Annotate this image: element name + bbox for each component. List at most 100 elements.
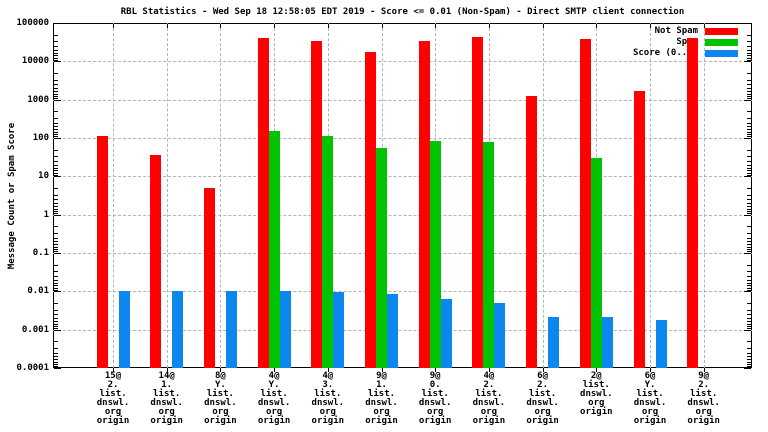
x-tick-label: 6@ 2. list. dnswl. org origin xyxy=(526,371,559,426)
y-minor-tick xyxy=(747,126,751,128)
y-minor-tick xyxy=(54,46,58,48)
y-minor-tick xyxy=(747,210,751,212)
y-minor-tick xyxy=(747,34,751,36)
y-minor-tick xyxy=(54,241,58,243)
h-gridline xyxy=(53,99,752,101)
y-minor-tick xyxy=(54,57,58,59)
y-minor-tick xyxy=(54,170,58,172)
y-minor-tick xyxy=(54,72,58,74)
y-minor-tick xyxy=(54,122,58,124)
y-minor-tick xyxy=(54,79,58,81)
y-minor-tick xyxy=(54,84,58,86)
y-minor-tick xyxy=(54,91,58,93)
bar-score-0-1 xyxy=(118,291,130,368)
y-minor-tick xyxy=(747,241,751,243)
y-tick-label: 1000 xyxy=(27,94,49,105)
bar-score-0-1 xyxy=(172,291,184,368)
y-minor-tick xyxy=(54,117,58,119)
y-tick-label: 0.001 xyxy=(21,324,49,335)
y-minor-tick xyxy=(747,232,751,234)
y-minor-tick xyxy=(747,244,751,246)
x-tick-top xyxy=(327,24,329,28)
y-minor-tick xyxy=(54,314,58,316)
v-gridline xyxy=(650,23,651,368)
y-minor-tick xyxy=(54,271,58,273)
y-minor-tick xyxy=(747,289,751,291)
x-tick-bottom xyxy=(166,368,168,372)
legend-label: Spam xyxy=(450,38,698,47)
x-tick-label: 15@ 2. list. dnswl. org origin xyxy=(96,371,130,426)
y-minor-tick xyxy=(54,352,58,354)
y-minor-tick xyxy=(54,111,58,113)
y-minor-tick xyxy=(54,364,58,366)
y-major-tick xyxy=(54,23,61,24)
y-minor-tick xyxy=(747,206,751,208)
y-major-tick xyxy=(54,253,61,254)
bar-not-spam xyxy=(633,90,645,368)
y-minor-tick xyxy=(747,111,751,113)
legend-label: Not Spam xyxy=(654,26,698,36)
x-tick-label: 9@ 0. list. dnswl. org origin xyxy=(418,371,452,426)
h-gridline xyxy=(53,291,752,293)
legend-swatch xyxy=(705,50,738,57)
y-minor-tick xyxy=(747,174,751,176)
y-minor-tick xyxy=(747,52,751,54)
bar-spam xyxy=(590,158,602,368)
y-minor-tick xyxy=(54,279,58,281)
y-tick-label: 10000 xyxy=(21,56,49,67)
y-minor-tick xyxy=(54,49,58,51)
bar-score-0-1 xyxy=(655,319,667,368)
y-minor-tick xyxy=(747,359,751,361)
y-minor-tick xyxy=(747,129,751,131)
legend-label: Score (0..1) xyxy=(632,48,698,58)
y-minor-tick xyxy=(54,276,58,278)
x-tick-label: 9@ 1. list. dnswl. org origin xyxy=(365,371,398,426)
y-major-tick xyxy=(54,291,61,293)
h-gridline xyxy=(53,176,752,178)
x-tick-bottom xyxy=(435,368,437,372)
bar-spam xyxy=(483,141,495,368)
y-minor-tick xyxy=(54,194,58,196)
y-minor-tick xyxy=(54,327,58,329)
y-minor-tick xyxy=(54,55,58,57)
y-tick-label: 0.1 xyxy=(32,248,49,258)
y-minor-tick xyxy=(747,321,751,323)
y-minor-tick xyxy=(747,172,751,174)
y-minor-tick xyxy=(747,170,751,172)
y-minor-tick xyxy=(54,59,58,61)
y-minor-tick xyxy=(747,249,751,251)
y-minor-tick xyxy=(747,341,751,343)
y-minor-tick xyxy=(747,287,751,289)
y-minor-tick xyxy=(54,244,58,246)
y-minor-tick xyxy=(54,325,58,327)
y-minor-tick xyxy=(747,323,751,325)
bar-score-0-1 xyxy=(387,294,398,368)
y-minor-tick xyxy=(54,347,58,349)
h-gridline xyxy=(53,214,752,216)
y-minor-tick xyxy=(747,122,751,124)
x-tick-bottom xyxy=(596,368,598,372)
h-gridline xyxy=(53,61,752,63)
x-tick-top xyxy=(166,24,168,28)
y-minor-tick xyxy=(747,318,751,320)
y-minor-tick xyxy=(747,247,751,249)
y-minor-tick xyxy=(54,237,58,239)
y-minor-tick xyxy=(747,314,751,316)
bar-not-spam xyxy=(96,136,108,368)
x-tick-top xyxy=(703,24,705,28)
x-tick-label: 4@ 3. list. dnswl. org origin xyxy=(311,371,345,426)
y-minor-tick xyxy=(54,285,58,287)
y-minor-tick xyxy=(747,41,751,43)
y-minor-tick xyxy=(54,366,58,368)
y-minor-tick xyxy=(747,132,751,134)
bar-spam xyxy=(268,131,280,368)
y-major-tick xyxy=(744,253,751,254)
x-tick-label: 2@ list. dnswl. org origin xyxy=(580,371,613,417)
x-tick-top xyxy=(113,24,114,28)
y-minor-tick xyxy=(54,93,58,95)
y-minor-tick xyxy=(747,362,751,364)
y-minor-tick xyxy=(747,212,751,214)
y-minor-tick xyxy=(747,251,751,253)
y-major-tick xyxy=(744,99,751,101)
bar-score-0-1 xyxy=(440,298,452,368)
